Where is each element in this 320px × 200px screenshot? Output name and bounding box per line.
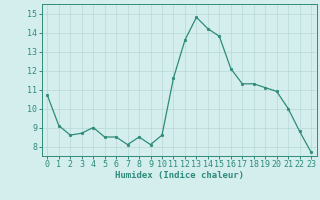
X-axis label: Humidex (Indice chaleur): Humidex (Indice chaleur): [115, 171, 244, 180]
